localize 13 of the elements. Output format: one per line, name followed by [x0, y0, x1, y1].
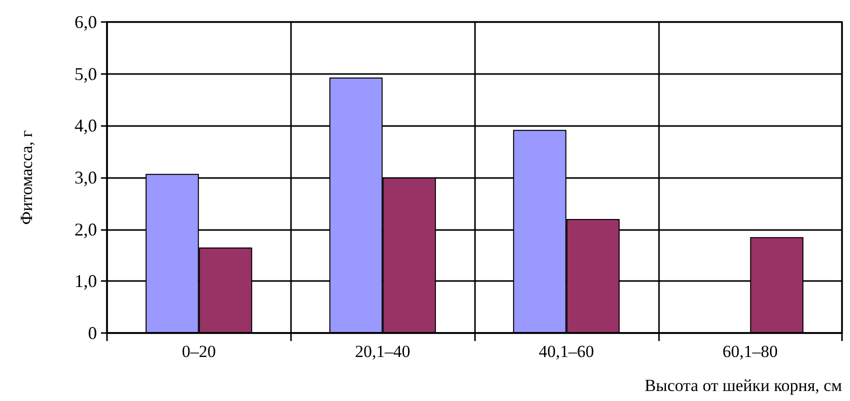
y-tick-label: 5,0 — [74, 64, 97, 84]
x-tick-label: 20,1–40 — [355, 342, 410, 361]
y-tick-label: 2,0 — [74, 219, 97, 240]
x-tick-label: 0–20 — [182, 342, 216, 361]
y-axis-title: Фитомасса, г — [17, 130, 36, 225]
x-tick-label: 60,1–80 — [722, 342, 778, 361]
y-tick-label: 1,0 — [74, 271, 97, 292]
y-tick-label: 0 — [88, 323, 97, 343]
y-tick-label: 3,0 — [74, 168, 97, 188]
y-tick-label: 4,0 — [74, 116, 97, 136]
y-tick-label: 6,0 — [74, 12, 97, 32]
x-tick-label: 40,1–60 — [538, 342, 594, 361]
x-axis-title: Высота от шейки корня, см — [644, 376, 842, 395]
